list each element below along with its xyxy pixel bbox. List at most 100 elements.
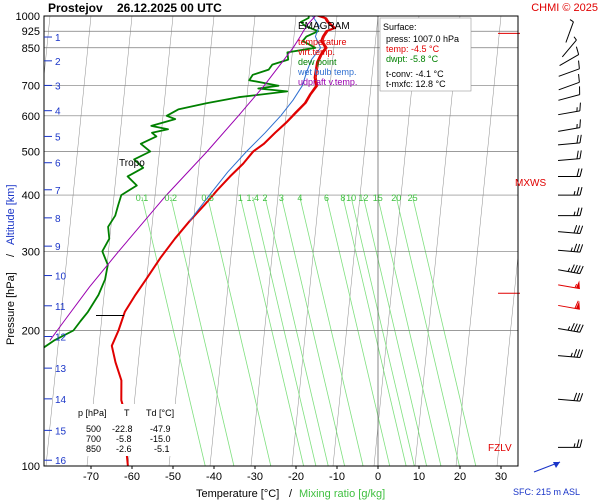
profile-series-5 bbox=[49, 16, 316, 341]
mixing-ratio-label: 12 bbox=[358, 193, 368, 203]
altitude-tick-label: 6 bbox=[55, 159, 61, 170]
wind-barb-full bbox=[576, 225, 581, 234]
credit-text: CHMI © 2025 bbox=[531, 2, 598, 14]
surface-box bbox=[379, 17, 472, 92]
mixing-ratio-label: 6 bbox=[324, 193, 329, 203]
legend-item-wet-bulb: wet bulb temp. bbox=[297, 67, 357, 77]
temperature-tick-label: 20 bbox=[454, 471, 466, 483]
temperature-tick-label: -20 bbox=[288, 471, 304, 483]
wind-barb-full bbox=[576, 392, 581, 402]
y-axis-label-altitude: Altitude [km] bbox=[5, 184, 17, 245]
wind-barb-staff bbox=[565, 21, 574, 43]
wind-barb-half bbox=[567, 267, 571, 272]
surface-title: Surface: bbox=[383, 22, 417, 32]
mixing-ratio-line bbox=[252, 196, 317, 466]
altitude-tick-label: 5 bbox=[55, 132, 61, 143]
mixing-ratio-line bbox=[395, 196, 460, 466]
wind-barb-half bbox=[573, 443, 576, 448]
pressure-tick-label: 100 bbox=[22, 461, 40, 473]
altitude-tick-label: 7 bbox=[55, 186, 61, 197]
wind-barb bbox=[558, 150, 582, 161]
wind-barb-full bbox=[579, 349, 584, 358]
wind-barb bbox=[558, 300, 580, 310]
mixing-ratio-label: 10 bbox=[346, 193, 356, 203]
wind-barb bbox=[558, 243, 584, 253]
wind-barb-staff bbox=[558, 81, 580, 91]
wind-barb bbox=[558, 119, 581, 132]
wind-barb-full bbox=[573, 349, 578, 358]
pressure-tick-label: 500 bbox=[22, 146, 40, 158]
x-axis-title: Temperature [°C] / Mixing ratio [g/kg] bbox=[196, 488, 385, 500]
surface-press: press: 1007.0 hPa bbox=[386, 34, 459, 44]
wind-barb-full bbox=[576, 349, 581, 358]
mixing-ratio-line bbox=[299, 196, 364, 466]
table-header-td: Td [°C] bbox=[146, 408, 174, 418]
freezing-level-label: FZLV bbox=[488, 443, 512, 454]
temperature-tick-label: -60 bbox=[124, 471, 140, 483]
surface-altitude-label: SFC: 215 m ASL bbox=[513, 487, 580, 497]
table-header-p: p [hPa] bbox=[78, 408, 107, 418]
max-wind-label: MXWS bbox=[515, 178, 546, 189]
mixing-ratio-label: 0.2 bbox=[164, 193, 177, 203]
wind-barb-full bbox=[579, 324, 584, 333]
x-axis-label: Temperature [°C] bbox=[196, 488, 279, 500]
wind-barb-full bbox=[573, 243, 578, 252]
wind-barb-staff bbox=[558, 398, 581, 402]
wind-barb-half bbox=[570, 352, 573, 357]
wind-barb-full bbox=[576, 265, 581, 274]
wind-barb bbox=[558, 86, 581, 101]
table-row-850-p: 850 bbox=[86, 444, 101, 454]
pressure-tick-label: 1000 bbox=[16, 11, 40, 23]
wind-barb-staff bbox=[561, 39, 577, 58]
altitude-tick-label: 1 bbox=[55, 33, 61, 44]
frame-layer bbox=[43, 15, 520, 467]
altitude-tick-label: 16 bbox=[55, 456, 67, 467]
altitude-tick-label: 13 bbox=[55, 364, 67, 375]
wind-barb-full bbox=[579, 119, 581, 128]
pressure-tick-label: 700 bbox=[22, 81, 40, 93]
legend-item-dew-point: dew point bbox=[298, 57, 337, 67]
wind-barb-full bbox=[579, 265, 584, 274]
wind-barb bbox=[559, 46, 580, 67]
table-row-700-t: -5.8 bbox=[116, 434, 132, 444]
y-axis-title: Pressure [hPa] / Altitude [km] bbox=[5, 184, 17, 345]
table-row-500-td: -47.9 bbox=[150, 424, 171, 434]
surface-tmxfc: t-mxfc: 12.8 °C bbox=[386, 79, 446, 89]
mixing-ratio-line bbox=[342, 196, 407, 466]
isotherm-line bbox=[86, 16, 133, 466]
mixing-ratio-line bbox=[240, 196, 304, 466]
wind-barb-full bbox=[579, 150, 582, 159]
wind-barb bbox=[561, 36, 577, 58]
mixing-ratio-line bbox=[207, 196, 272, 466]
wind-barb-full bbox=[576, 207, 580, 216]
mixing-ratio-line bbox=[377, 196, 442, 466]
wind-barb-staff bbox=[558, 249, 581, 253]
altitude-tick-label: 15 bbox=[55, 426, 67, 437]
altitude-tick-label: 12 bbox=[55, 332, 67, 343]
isotherm-line bbox=[250, 16, 297, 466]
wind-barb-full bbox=[579, 168, 583, 177]
y-axis-label: Pressure [hPa] bbox=[5, 272, 17, 345]
wind-barb bbox=[558, 264, 584, 275]
profile-series-4 bbox=[189, 16, 322, 222]
wind-barb-half bbox=[570, 247, 573, 252]
wind-barb-half bbox=[576, 107, 578, 112]
wind-barb bbox=[558, 207, 583, 217]
surface-info: Surface: press: 1007.0 hPa temp: -4.5 °C… bbox=[379, 17, 472, 92]
temperature-tick-label: -10 bbox=[329, 471, 345, 483]
wind-barb-full bbox=[576, 186, 580, 196]
legend-title: EMAGRAM bbox=[298, 21, 350, 32]
mixing-ratio-label: 15 bbox=[373, 193, 383, 203]
pressure-tick-label: 200 bbox=[22, 326, 40, 338]
wind-barb-half bbox=[576, 123, 578, 129]
mixing-ratio-line bbox=[350, 196, 415, 466]
wind-barb-staff bbox=[558, 142, 581, 146]
wind-barb-staff bbox=[558, 127, 580, 132]
mixing-ratio-label: 2 bbox=[262, 193, 267, 203]
wind-barb-full bbox=[576, 150, 579, 159]
altitude-tick-label: 9 bbox=[55, 242, 61, 253]
mixing-ratio-label: 1 bbox=[238, 193, 243, 203]
legend-item-virt-temp: virt.temp. bbox=[298, 47, 335, 57]
wind-barb-staff bbox=[558, 231, 581, 235]
